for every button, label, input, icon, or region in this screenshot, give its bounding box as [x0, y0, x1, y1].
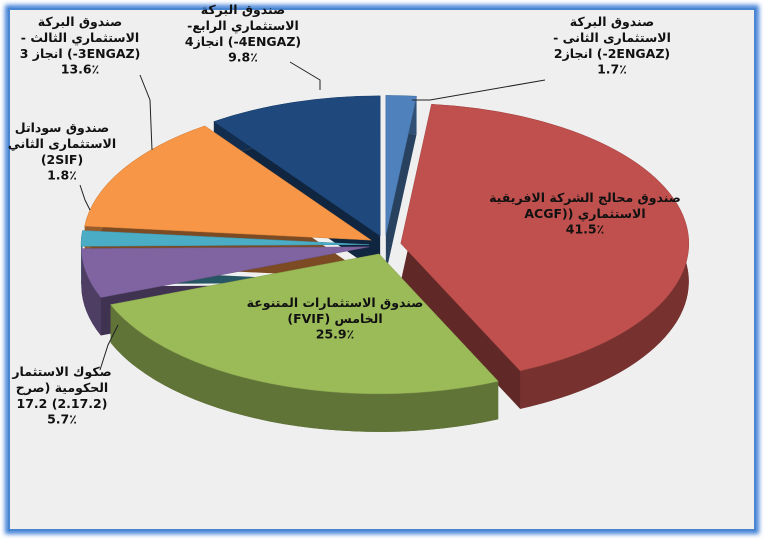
label-line: (2ENGAZ-) انجاز2: [554, 46, 670, 61]
slice: [84, 125, 373, 241]
label-line: (4ENGAZ-) انجاز4: [185, 34, 301, 49]
slice-label: صندوق الاستثمارات المتنوعة الخامس (FVIF): [247, 295, 424, 326]
label-line: (2SIF): [41, 152, 83, 167]
slice: [385, 95, 417, 236]
leader-line: [139, 74, 153, 151]
slice-label: صندوق سوداتل الاستثمارى الثاني (2SIF): [8, 120, 116, 167]
label-line: صكوك الاستثمار: [11, 364, 111, 379]
leader-lines: [79, 61, 546, 371]
slice-side: [110, 304, 499, 432]
value-label: 9.8٪: [228, 50, 258, 65]
slice-label: صندوق البركة الاستثماري الثالث -(3ENGAZ-)…: [20, 14, 141, 61]
label-line: الاستثماري الرابع-: [187, 18, 299, 33]
label-line: صندوق سوداتل: [15, 120, 109, 135]
slice-label: صكوك الاستثمار الحكومية (صرح (2.17.2) 17.2: [11, 364, 111, 411]
leader-line: [412, 79, 546, 101]
label-line: الاستثماري الثالث -: [21, 30, 139, 45]
slice-side: [81, 248, 101, 336]
label-line: الاستثمارى الثانى -: [553, 30, 671, 45]
slice: [110, 253, 499, 395]
slice: [400, 104, 690, 372]
labels: صندوق البركة الاستثمارى الثانى -(2ENGAZ-)…: [8, 2, 681, 427]
value-label: 41.5٪: [566, 222, 604, 237]
label-line: الاستثمارى الثاني: [8, 136, 116, 151]
label-line: (3ENGAZ-) انجاز 3: [20, 46, 141, 61]
label-line: الاستثماري ((ACGF: [524, 206, 645, 221]
label-line: صندوق البركة: [570, 14, 654, 29]
value-label: 13.6٪: [61, 62, 99, 77]
label-line: الخامس (FVIF): [287, 311, 382, 326]
leader-line: [289, 61, 321, 90]
label-line: صندوق البركة: [38, 14, 122, 29]
label-line: (2.17.2) 17.2: [17, 396, 108, 411]
pie: [80, 95, 690, 432]
value-label: 1.8٪: [47, 168, 77, 183]
label-line: الحكومية (صرح: [16, 380, 108, 395]
value-label: 1.7٪: [597, 62, 627, 77]
slice-label: صندوق البركة الاستثماري الرابع-(4ENGAZ-) …: [185, 2, 301, 49]
slice-label: صندوق محالج الشركة الافريقية الاستثماري (…: [489, 190, 681, 221]
slice: [213, 95, 381, 237]
slice-label: صندوق البركة الاستثمارى الثانى -(2ENGAZ-)…: [553, 14, 671, 61]
label-line: صندوق محالج الشركة الافريقية: [489, 190, 681, 205]
leader-line: [99, 324, 119, 371]
value-label: 25.9٪: [316, 327, 354, 342]
value-label: 5.7٪: [47, 412, 77, 427]
slice: [81, 246, 370, 298]
label-line: صندوق البركة: [201, 2, 285, 17]
slice: [80, 230, 370, 247]
label-line: صندوق الاستثمارات المتنوعة: [247, 295, 424, 310]
leader-line: [79, 184, 91, 211]
